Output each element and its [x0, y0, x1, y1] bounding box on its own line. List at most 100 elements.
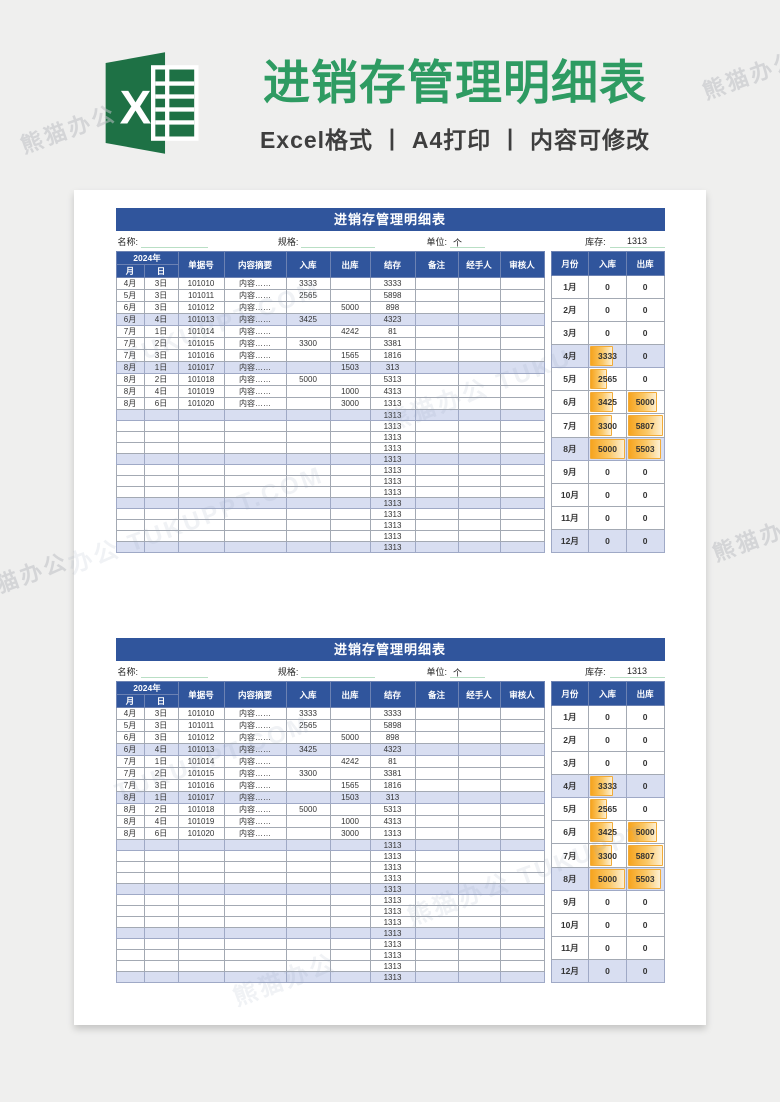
column-header-2: 单据号: [177, 681, 225, 708]
cell-out: [329, 313, 371, 326]
cell-month: 7月: [115, 779, 145, 792]
cell-month: [115, 839, 145, 851]
cell-in: [285, 731, 331, 744]
summary-cell-in: 0: [588, 728, 627, 753]
detail-body: 4月 3日 101010 内容…… 3333 3333 5月 3日 101011 内容…… 2565…: [115, 707, 545, 983]
cell-summary: [223, 497, 287, 509]
summary-cell-out: 0: [625, 935, 665, 960]
cell-month: [115, 442, 145, 454]
data-bar: [627, 868, 661, 889]
cell-day: 2日: [143, 373, 179, 386]
cell-note: [414, 707, 459, 720]
cell-summary: 内容……: [223, 779, 287, 792]
cell-in: [285, 779, 331, 792]
cell-summary: [223, 905, 287, 917]
cell-month: 4月: [115, 277, 145, 290]
cell-out: [329, 486, 371, 498]
cell-out: [329, 508, 371, 520]
cell-doc-no: 101017: [177, 791, 225, 804]
cell-doc-no: 101016: [177, 779, 225, 792]
cell-balance: 1313: [369, 927, 416, 939]
cell-reviewer: [499, 277, 545, 290]
cell-in: [285, 486, 331, 498]
summary-value: 5000: [598, 443, 617, 454]
column-header-day: 日: [143, 264, 179, 278]
table-row: 6月 4日 101013 内容…… 3425 4323: [115, 313, 545, 326]
cell-in: [285, 530, 331, 542]
cell-reviewer: [499, 755, 545, 768]
summary-value: 3333: [598, 351, 617, 362]
table-info-row: 名称: 规格: 单位: 个 库存: 1313: [116, 231, 665, 249]
cell-note: [414, 530, 459, 542]
summary-cell-month: 2月: [550, 298, 590, 323]
cell-balance: 1313: [369, 464, 416, 476]
cell-balance: 1313: [369, 949, 416, 961]
cell-in: [285, 938, 331, 950]
summary-column-header-2: 出库: [625, 681, 665, 706]
spec-label: 规格:: [277, 667, 299, 677]
cell-doc-no: [177, 409, 225, 421]
cell-month: [115, 960, 145, 972]
summary-cell-in: 2565: [588, 797, 627, 822]
cell-balance: 4323: [369, 313, 416, 326]
data-bar: [590, 868, 625, 889]
cell-handler: [457, 827, 501, 840]
summary-cell-out: 0: [625, 751, 665, 776]
summary-value: 3333: [598, 781, 617, 792]
summary-cell-month: 9月: [550, 889, 590, 914]
cell-note: [414, 442, 459, 454]
cell-out: [329, 530, 371, 542]
cell-day: [143, 894, 179, 906]
cell-handler: [457, 949, 501, 961]
cell-note: [414, 839, 459, 851]
cell-summary: [223, 453, 287, 465]
cell-doc-no: 101011: [177, 289, 225, 302]
summary-value: 5503: [635, 873, 655, 884]
cell-summary: [223, 541, 287, 553]
cell-day: [143, 519, 179, 531]
cell-in: [285, 905, 331, 917]
cell-out: [329, 905, 371, 917]
summary-cell-out: 0: [625, 459, 665, 484]
cell-summary: [223, 894, 287, 906]
cell-handler: [457, 519, 501, 531]
summary-row: 8月 5000 5503: [550, 436, 665, 461]
cell-doc-no: [177, 949, 225, 961]
data-bar: [590, 438, 625, 459]
table-row: 8月 4日 101019 内容…… 1000 4313: [115, 385, 545, 398]
cell-summary: [223, 464, 287, 476]
cell-day: [143, 464, 179, 476]
cell-reviewer: [499, 397, 545, 410]
cell-in: [285, 475, 331, 487]
cell-out: 3000: [329, 827, 371, 840]
summary-value: 0: [642, 489, 648, 500]
summary-value: 0: [642, 712, 648, 723]
table-row: 1313: [115, 883, 545, 895]
cell-in: [285, 464, 331, 476]
cell-day: 2日: [143, 803, 179, 816]
column-header-7: 备注: [414, 681, 459, 708]
summary-cell-out: 5503: [625, 866, 665, 891]
cell-balance: 1313: [369, 971, 416, 983]
cell-reviewer: [499, 337, 545, 350]
cell-doc-no: [177, 850, 225, 862]
unit-field: 个: [450, 666, 486, 678]
cell-doc-no: [177, 431, 225, 443]
cell-note: [414, 301, 459, 314]
table-row: 1313: [115, 431, 545, 443]
cell-day: 6日: [143, 397, 179, 410]
cell-in: 2565: [285, 289, 331, 302]
cell-doc-no: 101015: [177, 337, 225, 350]
cell-doc-no: [177, 497, 225, 509]
cell-out: [329, 743, 371, 756]
cell-balance: 313: [369, 791, 416, 804]
cell-day: [143, 431, 179, 443]
data-bar: [590, 415, 613, 436]
data-bar: [627, 392, 658, 413]
cell-in: 3425: [285, 313, 331, 326]
cell-in: [285, 815, 331, 828]
cell-month: 8月: [115, 803, 145, 816]
summary-cell-out: 0: [625, 728, 665, 753]
stock-label: 库存:: [585, 237, 606, 247]
cell-summary: 内容……: [223, 325, 287, 338]
